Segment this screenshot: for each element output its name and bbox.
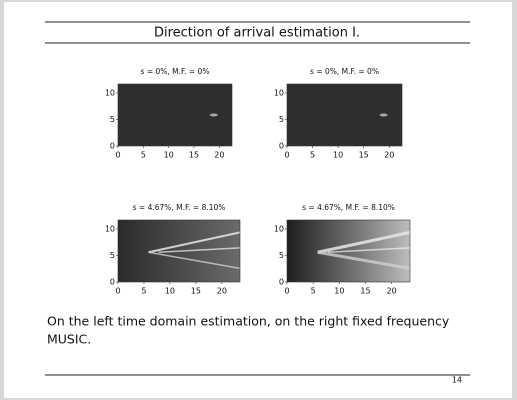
x-tick-label: 5 xyxy=(311,287,316,296)
plot-frame xyxy=(286,83,403,147)
plot-frame xyxy=(117,219,241,283)
panel-title: s = 0%, M.F. = 0% xyxy=(310,67,379,76)
x-tick-label: 20 xyxy=(217,287,227,296)
x-tick-label: 15 xyxy=(359,151,369,160)
y-tick-label: 10 xyxy=(274,225,284,234)
x-tick-label: 10 xyxy=(334,287,344,296)
panel-title: s = 0%, M.F. = 0% xyxy=(141,67,210,76)
y-tick-label: 0 xyxy=(279,278,284,287)
slide-title: Direction of arrival estimation I. xyxy=(154,26,360,41)
x-tick-label: 15 xyxy=(189,151,199,160)
y-tick-label: 5 xyxy=(110,251,115,260)
x-tick-label: 10 xyxy=(164,151,174,160)
peak xyxy=(379,113,388,117)
x-tick-label: 5 xyxy=(141,151,146,160)
x-tick-label: 0 xyxy=(284,287,289,296)
y-tick-label: 0 xyxy=(110,278,115,287)
y-tick-label: 5 xyxy=(279,115,284,124)
x-tick-label: 20 xyxy=(384,151,394,160)
plot-frame xyxy=(117,83,233,147)
x-tick-label: 5 xyxy=(141,287,146,296)
y-tick-label: 5 xyxy=(110,115,115,124)
x-tick-label: 15 xyxy=(360,287,370,296)
caption: On the left time domain estimation, on t… xyxy=(47,314,450,329)
streak xyxy=(158,247,241,253)
panels: s = 0%, M.F. = 0% 0 5 10 15 20 0 5 10 s = 0%, M.F… xyxy=(105,67,411,296)
page-number: 14 xyxy=(452,376,462,385)
y-tick-label: 5 xyxy=(279,251,284,260)
streak xyxy=(327,247,411,253)
x-tick-label: 10 xyxy=(333,151,343,160)
panel-title: s = 4.67%, M.F. = 8.10% xyxy=(302,203,395,212)
streak xyxy=(317,250,411,270)
x-tick-label: 5 xyxy=(310,151,315,160)
caption: MUSIC. xyxy=(47,332,91,347)
panel-title: s = 4.67%, M.F. = 8.10% xyxy=(133,203,226,212)
y-tick-label: 10 xyxy=(105,89,115,98)
peak xyxy=(209,113,218,117)
y-tick-label: 0 xyxy=(110,142,115,151)
streak xyxy=(148,251,241,270)
y-tick-label: 10 xyxy=(105,225,115,234)
x-tick-label: 0 xyxy=(115,287,120,296)
plot-frame xyxy=(286,219,411,283)
x-tick-label: 15 xyxy=(191,287,201,296)
streak xyxy=(317,230,411,254)
y-tick-label: 10 xyxy=(274,89,284,98)
x-tick-label: 20 xyxy=(387,287,397,296)
page-sheet xyxy=(4,2,512,398)
x-tick-label: 0 xyxy=(115,151,120,160)
streak xyxy=(148,231,241,254)
x-tick-label: 10 xyxy=(165,287,175,296)
x-tick-label: 0 xyxy=(284,151,289,160)
y-tick-label: 0 xyxy=(279,142,284,151)
x-tick-label: 20 xyxy=(214,151,224,160)
